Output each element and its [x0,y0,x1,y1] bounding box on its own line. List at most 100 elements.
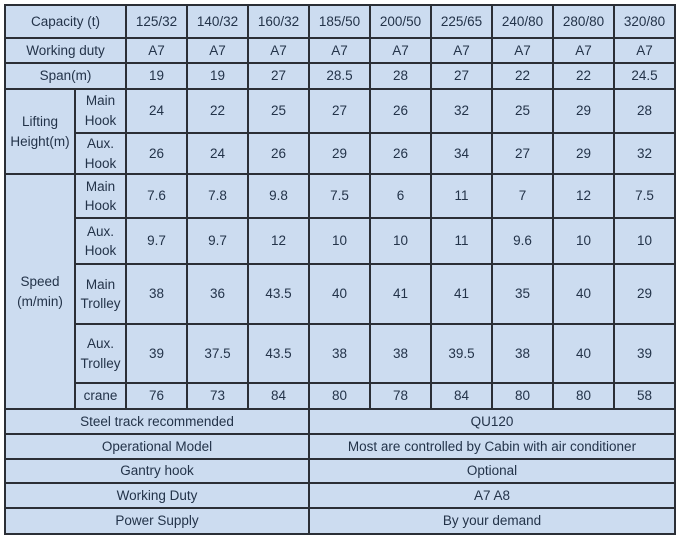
footer-row-value: Most are controlled by Cabin with air co… [308,433,676,461]
sub-row-label: Aux. Trolley [74,323,127,385]
footer-row-label: Operational Model [4,433,310,461]
sub-row-label: Main Trolley [74,263,127,326]
value-cell: 29 [552,131,615,176]
group-label-speed: Speed (m/min) [4,173,76,411]
value-cell: 7.8 [186,173,249,220]
working-duty-row: Working duty A7 A7 A7 A7 A7 A7 A7 A7 A7 [4,37,676,64]
value-cell: 29 [552,88,615,134]
speed-main-trolley-row: Main Trolley 38 36 43.5 40 41 41 35 40 2… [5,263,676,326]
lifting-height-main-hook-row: Lifting Height(m) Main Hook 24 22 25 27 … [4,87,676,176]
footer-row-value: By your demand [308,507,676,536]
value-cell: 22 [552,62,615,90]
value-cell: 84 [247,382,310,411]
footer-row-label: Power Supply [4,507,310,536]
value-cell: 12 [552,173,615,220]
value-cell: 37.5 [186,323,249,385]
value-cell: A7 [613,37,676,64]
col-header-cell: 280/80 [552,4,615,39]
value-cell: 43.5 [247,263,310,326]
span-row: Span(m) 19 19 27 28.5 28 27 22 22 24.5 [4,62,676,90]
value-cell: 26 [125,131,188,176]
speed-main-hook-row: Speed (m/min) Main Hook 7.6 7.8 9.8 7.5 … [4,173,676,411]
footer-row-value: A7 A8 [308,482,676,510]
value-cell: 34 [430,131,493,176]
value-cell: 80 [491,382,554,411]
value-cell: 40 [308,263,371,326]
speed-aux-hook-row: Aux. Hook 9.7 9.7 12 10 10 11 9.6 10 10 [5,217,676,266]
steel-track-row: Steel track recommended QU120 [4,408,676,436]
col-header-cell: 185/50 [308,4,371,39]
value-cell: 80 [308,382,371,411]
value-cell: 39 [125,323,188,385]
value-cell: 10 [613,217,676,266]
value-cell: A7 [247,37,310,64]
value-cell: 9.6 [491,217,554,266]
value-cell: 24 [186,131,249,176]
value-cell: 26 [369,131,432,176]
value-cell: 29 [308,131,371,176]
value-cell: 27 [491,131,554,176]
value-cell: 36 [186,263,249,326]
value-cell: 28 [613,88,676,134]
value-cell: A7 [308,37,371,64]
footer-row-label: Gantry hook [4,458,310,485]
value-cell: 24 [125,88,188,134]
col-header-cell: 320/80 [613,4,676,39]
value-cell: 27 [430,62,493,90]
value-cell: 10 [308,217,371,266]
footer-row-label: Working Duty [4,482,310,510]
value-cell: A7 [186,37,249,64]
value-cell: 26 [369,88,432,134]
value-cell: 39 [613,323,676,385]
speed-aux-trolley-row: Aux. Trolley 39 37.5 43.5 38 38 39.5 38 … [5,323,676,385]
value-cell: 11 [430,217,493,266]
value-cell: A7 [125,37,188,64]
value-cell: 12 [247,217,310,266]
value-cell: 24.5 [613,62,676,90]
value-cell: 7.6 [125,173,188,220]
value-cell: 38 [491,323,554,385]
footer-row-label: Steel track recommended [4,408,310,436]
col-header-cell: 140/32 [186,4,249,39]
value-cell: 76 [125,382,188,411]
value-cell: 32 [613,131,676,176]
value-cell: 39.5 [430,323,493,385]
sub-row-label: Aux. Hook [74,131,127,176]
group-label-lifting-height: Lifting Height(m) [4,87,76,176]
row-label-span: Span(m) [4,62,127,90]
sub-row-label: Main Hook [74,173,127,220]
value-cell: 58 [613,382,676,411]
working-duty-footer-row: Working Duty A7 A8 [4,482,676,510]
value-cell: 19 [186,62,249,90]
value-cell: 73 [186,382,249,411]
value-cell: A7 [491,37,554,64]
value-cell: 78 [369,382,432,411]
value-cell: 10 [552,217,615,266]
value-cell: 80 [552,382,615,411]
value-cell: 40 [552,323,615,385]
value-cell: 35 [491,263,554,326]
row-label-capacity: Capacity (t) [4,4,127,39]
value-cell: 38 [308,323,371,385]
value-cell: 6 [369,173,432,220]
sub-row-label: Main Hook [74,88,127,134]
footer-row-value: QU120 [308,408,676,436]
value-cell: 41 [369,263,432,326]
footer-row-value: Optional [308,458,676,485]
value-cell: 29 [613,263,676,326]
col-header-cell: 240/80 [491,4,554,39]
value-cell: 7.5 [613,173,676,220]
value-cell: 22 [491,62,554,90]
col-header-cell: 160/32 [247,4,310,39]
sub-row-label: Aux. Hook [74,217,127,266]
value-cell: 22 [186,88,249,134]
col-header-cell: 200/50 [369,4,432,39]
col-header-cell: 225/65 [430,4,493,39]
value-cell: 40 [552,263,615,326]
value-cell: 9.7 [125,217,188,266]
value-cell: 27 [247,62,310,90]
value-cell: 38 [369,323,432,385]
value-cell: 28 [369,62,432,90]
gantry-hook-row: Gantry hook Optional [4,458,676,485]
value-cell: 38 [125,263,188,326]
